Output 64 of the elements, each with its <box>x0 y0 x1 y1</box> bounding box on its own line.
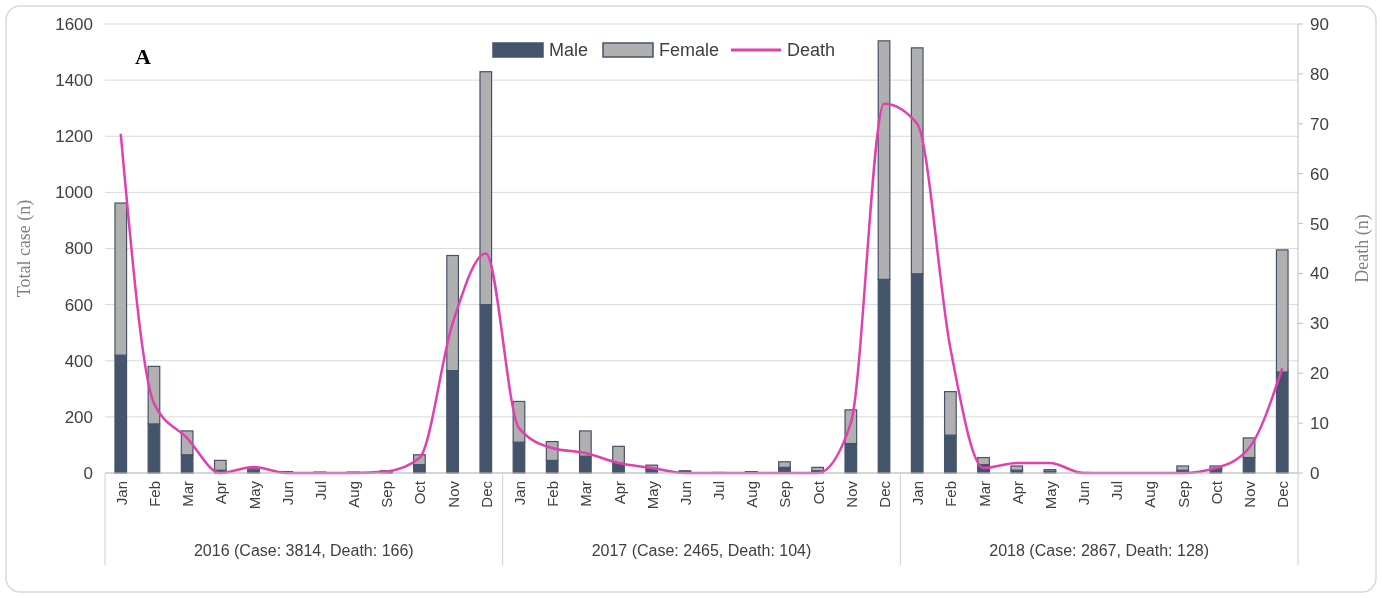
x-tick-label: Jul <box>1108 481 1126 501</box>
x-tick-label: Sep <box>776 481 794 508</box>
x-tick-label: Jan <box>510 481 528 506</box>
x-tick-label: Sep <box>1174 481 1192 508</box>
x-tick-label: Nov <box>842 480 860 508</box>
x-tick-label: Apr <box>212 481 230 505</box>
legend-label: Death <box>787 40 836 61</box>
x-tick-label: Dec <box>1274 480 1292 508</box>
y2-tick-label: 50 <box>1310 214 1329 234</box>
x-tick-label: Oct <box>411 480 429 505</box>
x-tick-label: Aug <box>743 481 761 508</box>
x-tick-label: Apr <box>1008 481 1026 505</box>
x-tick-label: May <box>643 480 661 510</box>
y-tick-label: 1600 <box>55 14 93 34</box>
x-tick-label: May <box>245 480 263 510</box>
x-tick-label: Nov <box>444 480 462 508</box>
y2-tick-label: 60 <box>1310 164 1329 184</box>
y2-tick-label: 90 <box>1310 14 1329 34</box>
x-tick-label: May <box>1041 480 1059 510</box>
y2-tick-label: 70 <box>1310 114 1329 134</box>
y-tick-label: 1200 <box>55 127 93 147</box>
x-tick-label: Dec <box>876 480 894 508</box>
text: A <box>135 44 151 69</box>
y-tick-label: 0 <box>83 463 93 483</box>
x-tick-label: Aug <box>345 481 363 508</box>
text: 2018 (Case: 2867, Death: 128) <box>989 542 1210 559</box>
y-tick-label: 1400 <box>55 71 93 91</box>
x-tick-label: Feb <box>544 481 562 507</box>
text: 2017 (Case: 2465, Death: 104) <box>591 542 812 559</box>
x-tick-label: Mar <box>975 481 993 507</box>
x-tick-label: Sep <box>378 481 396 508</box>
x-tick-label: Dec <box>477 480 495 508</box>
y-tick-label: 800 <box>64 239 93 259</box>
x-tick-label: Mar <box>577 481 595 507</box>
x-tick-label: Aug <box>1141 481 1159 508</box>
y2-tick-label: 40 <box>1310 264 1329 284</box>
y-tick-label: 200 <box>64 407 93 427</box>
x-tick-label: Feb <box>145 481 163 507</box>
legend-label: Female <box>659 40 720 61</box>
text: 2016 (Case: 3814, Death: 166) <box>193 542 414 559</box>
y2-tick-label: 20 <box>1310 364 1329 384</box>
x-tick-label: Jun <box>676 481 694 506</box>
x-tick-label: Jun <box>278 481 296 506</box>
y2-tick-label: 80 <box>1310 64 1329 84</box>
x-tick-label: Jul <box>710 481 728 501</box>
x-tick-label: Jan <box>112 481 130 506</box>
y-tick-label: 1000 <box>55 183 93 203</box>
x-tick-label: Apr <box>610 481 628 505</box>
x-tick-label: Feb <box>942 481 960 507</box>
legend-label: Male <box>549 40 589 61</box>
x-tick-label: Mar <box>179 481 197 507</box>
x-tick-label: Oct <box>1207 480 1225 505</box>
y2-axis-title: Death (n) <box>1352 214 1373 283</box>
y2-tick-label: 30 <box>1310 314 1329 334</box>
y-tick-label: 600 <box>64 295 93 315</box>
x-tick-label: Oct <box>809 480 827 505</box>
y-tick-label: 400 <box>64 351 93 371</box>
y-axis-title: Total case (n) <box>14 199 35 298</box>
x-tick-label: Nov <box>1241 480 1259 508</box>
x-tick-label: Jun <box>1075 481 1093 506</box>
x-tick-label: Jan <box>909 481 927 506</box>
y2-tick-label: 0 <box>1310 463 1320 483</box>
y2-tick-label: 10 <box>1310 414 1329 434</box>
x-tick-label: Jul <box>311 481 329 501</box>
